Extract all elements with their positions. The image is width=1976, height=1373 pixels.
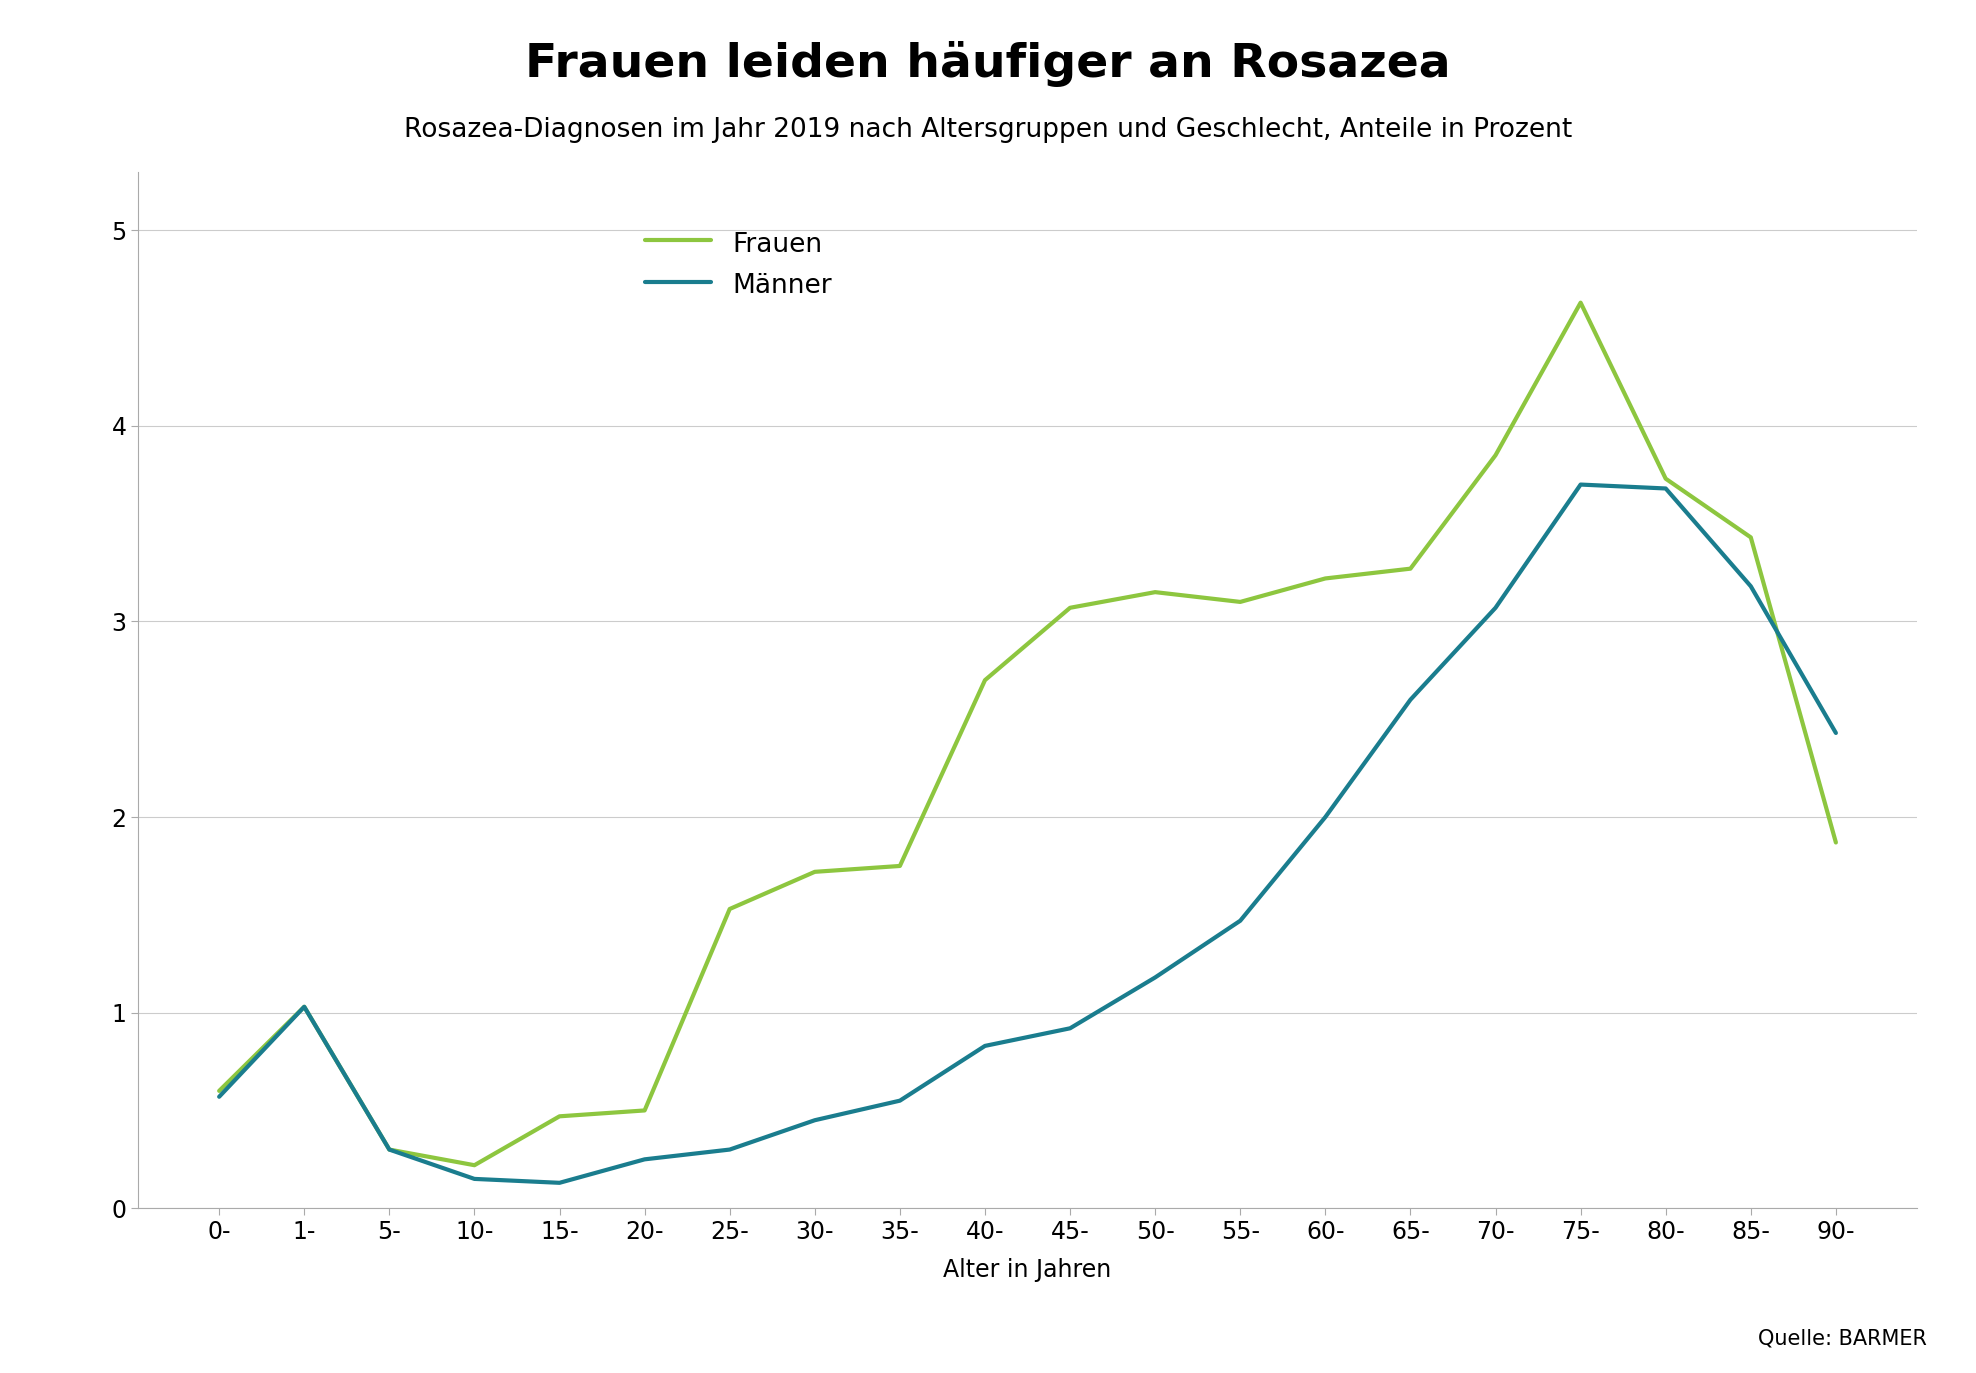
Männer: [462, 1171, 486, 1188]
Frauen: [632, 1103, 656, 1119]
Line: Frauen: Frauen: [219, 302, 1836, 1166]
Männer: [1144, 969, 1168, 986]
Legend: Frauen, Männer: Frauen, Männer: [632, 216, 846, 313]
Männer: [207, 1089, 231, 1105]
Frauen: [1314, 570, 1338, 586]
Frauen: [972, 671, 996, 688]
Line: Männer: Männer: [219, 485, 1836, 1182]
Text: Quelle: BARMER: Quelle: BARMER: [1759, 1328, 1927, 1348]
Frauen: [1399, 560, 1423, 577]
Männer: [1229, 913, 1253, 930]
Frauen: [1739, 529, 1763, 545]
Frauen: [802, 864, 826, 880]
Männer: [1569, 476, 1593, 493]
Frauen: [1824, 835, 1848, 851]
Männer: [1484, 600, 1508, 616]
Männer: [972, 1038, 996, 1054]
Männer: [1824, 725, 1848, 741]
Frauen: [887, 858, 911, 875]
Frauen: [462, 1157, 486, 1174]
Männer: [632, 1151, 656, 1167]
Frauen: [547, 1108, 571, 1124]
Frauen: [717, 901, 741, 917]
Frauen: [1059, 600, 1083, 616]
Text: Frauen leiden häufiger an Rosazea: Frauen leiden häufiger an Rosazea: [526, 41, 1450, 88]
Frauen: [1569, 294, 1593, 310]
Frauen: [377, 1141, 401, 1157]
Männer: [717, 1141, 741, 1157]
Männer: [887, 1093, 911, 1109]
Frauen: [1654, 471, 1678, 487]
Männer: [1059, 1020, 1083, 1037]
Frauen: [1229, 593, 1253, 610]
Männer: [547, 1174, 571, 1190]
Frauen: [1484, 448, 1508, 464]
Text: Rosazea-Diagnosen im Jahr 2019 nach Altersgruppen und Geschlecht, Anteile in Pro: Rosazea-Diagnosen im Jahr 2019 nach Alte…: [403, 117, 1573, 143]
Männer: [1314, 809, 1338, 825]
Frauen: [1144, 584, 1168, 600]
Frauen: [207, 1083, 231, 1100]
X-axis label: Alter in Jahren: Alter in Jahren: [943, 1258, 1112, 1282]
Männer: [802, 1112, 826, 1129]
Männer: [1739, 578, 1763, 595]
Männer: [1399, 692, 1423, 708]
Frauen: [292, 998, 316, 1015]
Männer: [292, 998, 316, 1015]
Männer: [377, 1141, 401, 1157]
Männer: [1654, 481, 1678, 497]
